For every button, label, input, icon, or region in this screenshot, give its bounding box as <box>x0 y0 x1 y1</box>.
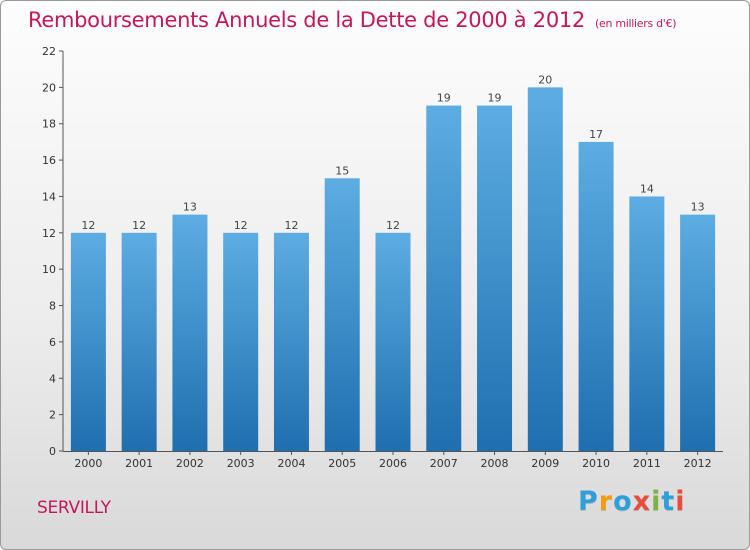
data-label-2006: 12 <box>386 219 400 232</box>
bar-2004 <box>273 232 309 451</box>
logo-letter: o <box>613 486 633 517</box>
commune-name: SERVILLY <box>37 498 111 518</box>
y-tick-label: 14 <box>42 190 56 203</box>
logo-letter: t <box>661 486 676 517</box>
x-tick-label-2011: 2011 <box>633 457 661 470</box>
logo-letter: r <box>598 486 614 517</box>
chart-title: Remboursements Annuels de la Dette de 20… <box>28 8 676 32</box>
data-label-2004: 12 <box>284 219 298 232</box>
bar-2006 <box>375 232 411 451</box>
bar-2010 <box>578 141 614 451</box>
y-tick-label: 2 <box>49 409 56 422</box>
data-label-2002: 13 <box>183 201 197 214</box>
data-label-2011: 14 <box>640 182 654 195</box>
bar-2003 <box>223 232 259 451</box>
bar-2000 <box>70 232 106 451</box>
x-tick-label-2008: 2008 <box>481 457 509 470</box>
bar-2001 <box>121 232 157 451</box>
data-label-2001: 12 <box>132 219 146 232</box>
data-label-2008: 19 <box>488 92 502 105</box>
x-tick-label-2003: 2003 <box>227 457 255 470</box>
y-tick-label: 12 <box>42 227 56 240</box>
data-label-2000: 12 <box>81 219 95 232</box>
x-tick-label-2004: 2004 <box>277 457 305 470</box>
y-tick-label: 0 <box>49 445 56 458</box>
logo-letter: P <box>578 486 599 517</box>
data-label-2005: 15 <box>335 164 349 177</box>
bar-2011 <box>629 196 665 451</box>
x-tick-label-2007: 2007 <box>430 457 458 470</box>
logo-letter: i <box>651 486 662 517</box>
y-tick-label: 10 <box>42 263 56 276</box>
logo-letter: i <box>675 486 686 517</box>
chart-title-text: Remboursements Annuels de la Dette de 20… <box>28 8 585 32</box>
x-tick-label-2009: 2009 <box>531 457 559 470</box>
y-tick-label: 20 <box>42 81 56 94</box>
y-tick-label: 8 <box>49 300 56 313</box>
data-label-2012: 13 <box>691 201 705 214</box>
bars: 12 12 13 12 12 15 12 19 19 20 17 14 13 <box>70 73 716 452</box>
bar-2007 <box>426 105 462 451</box>
bar-2005 <box>324 178 360 452</box>
x-tick-label-2012: 2012 <box>684 457 712 470</box>
x-tick-label-2002: 2002 <box>176 457 204 470</box>
data-label-2003: 12 <box>234 219 248 232</box>
x-tick-label-2000: 2000 <box>74 457 102 470</box>
data-label-2009: 20 <box>538 73 552 86</box>
y-tick-label: 22 <box>42 45 56 58</box>
y-tick-label: 18 <box>42 118 56 131</box>
y-tick-label: 4 <box>49 372 56 385</box>
data-label-2010: 17 <box>589 128 603 141</box>
bar-2009 <box>527 87 563 451</box>
y-tick-label: 16 <box>42 154 56 167</box>
x-tick-label-2005: 2005 <box>328 457 356 470</box>
x-tick-label-2010: 2010 <box>582 457 610 470</box>
logo-letter: x <box>632 486 652 517</box>
data-label-2007: 19 <box>437 92 451 105</box>
bar-2002 <box>172 214 208 451</box>
proxiti-logo: Proxiti <box>578 488 686 515</box>
x-tick-label-2006: 2006 <box>379 457 407 470</box>
y-tick-label: 6 <box>49 336 56 349</box>
bar-2008 <box>477 105 513 451</box>
x-tick-label-2001: 2001 <box>125 457 153 470</box>
bar-2012 <box>680 214 716 451</box>
axes: 0 2 4 6 8 10 12 14 16 18 20 22 2000 2001 2002 2003 2004 2… <box>42 45 723 470</box>
chart-unit: (en milliers d'€) <box>595 17 677 30</box>
